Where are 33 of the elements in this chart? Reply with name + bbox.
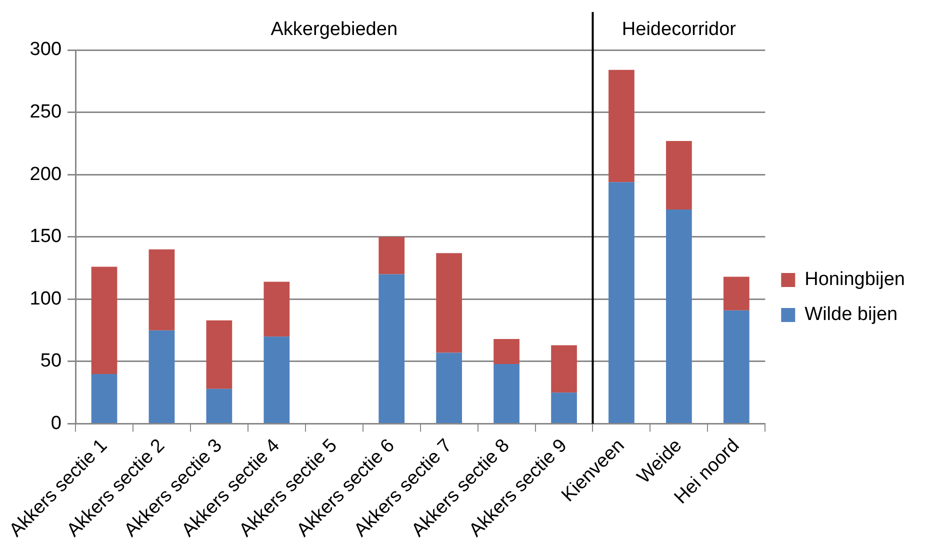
bar bbox=[666, 209, 692, 424]
bar bbox=[206, 388, 232, 424]
bar bbox=[723, 310, 750, 424]
text: Akkergebieden bbox=[270, 19, 398, 40]
text: Heidecorridor bbox=[622, 19, 737, 40]
legend-label: Honingbijen bbox=[804, 269, 906, 290]
bar bbox=[494, 339, 520, 364]
bar bbox=[608, 182, 634, 424]
bar bbox=[436, 352, 462, 424]
bar bbox=[608, 70, 634, 182]
bar bbox=[206, 320, 232, 389]
bar bbox=[91, 374, 118, 424]
y-tick-label: 100 bbox=[30, 288, 62, 310]
bar bbox=[264, 336, 290, 424]
bar bbox=[264, 282, 290, 337]
bar bbox=[494, 364, 520, 424]
bar bbox=[378, 236, 405, 274]
bar bbox=[723, 276, 750, 310]
y-tick-label: 300 bbox=[30, 39, 62, 60]
bar bbox=[91, 266, 118, 374]
bar bbox=[436, 253, 462, 353]
bar bbox=[666, 140, 692, 210]
bar bbox=[551, 345, 577, 393]
y-tick-label: 0 bbox=[50, 413, 62, 434]
bar bbox=[551, 392, 577, 424]
y-tick-label: 150 bbox=[30, 226, 62, 248]
legend-label: Wilde bijen bbox=[804, 304, 898, 326]
bar bbox=[148, 249, 175, 330]
y-tick-label: 250 bbox=[30, 102, 62, 123]
y-tick-label: 50 bbox=[40, 350, 62, 372]
bar bbox=[378, 274, 405, 424]
bar bbox=[148, 330, 175, 424]
y-tick-label: 200 bbox=[30, 164, 62, 185]
